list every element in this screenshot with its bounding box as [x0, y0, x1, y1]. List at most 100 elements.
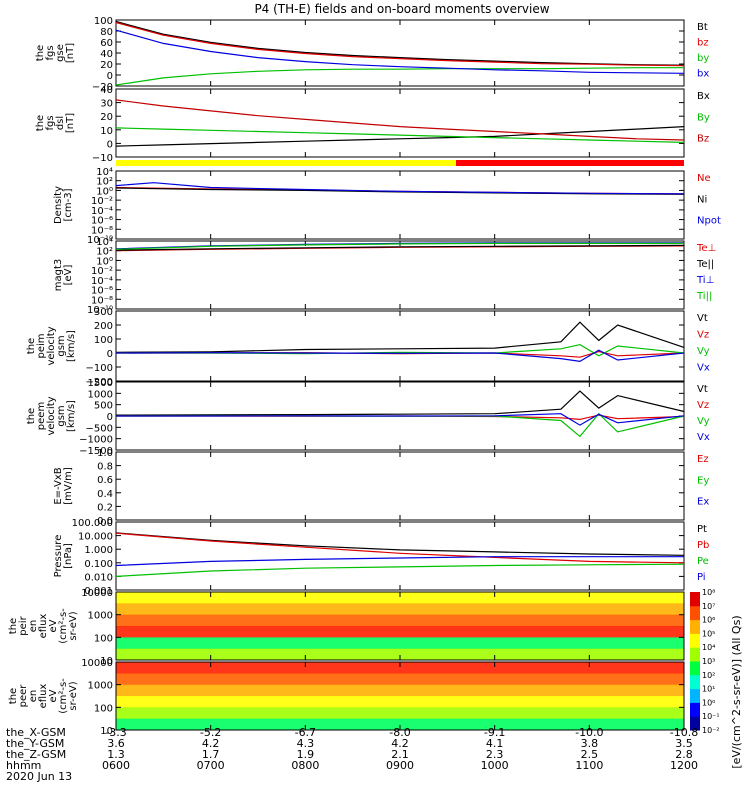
colorbar-tick-label: 10⁻²	[702, 726, 720, 735]
y-tick-label: 10	[100, 126, 113, 137]
legend-entry: Vx	[697, 363, 710, 374]
panel-fgs_dsl: 40 30 20 10 0 −10 the fgs dsl [nT] Bx By Bz	[35, 85, 710, 164]
legend-entry: Ni	[697, 194, 707, 205]
y-tick-label: 300	[94, 307, 113, 318]
colorbar-gradient	[690, 592, 700, 731]
legend-entry: Bz	[697, 134, 709, 145]
mode-bar-red	[456, 160, 684, 166]
series-line-By	[115, 127, 685, 143]
y-axis-label-line: velocity	[46, 326, 57, 365]
y-axis-label-line: [km/s]	[66, 400, 77, 432]
ephemeris-value: 2.8	[675, 748, 693, 761]
colorbar-tick-label: 10⁰	[702, 698, 715, 707]
y-axis-label: the peer en eflux eV (cm²-s-sr-eV)	[8, 678, 79, 714]
y-axis-label-line: E=-VxB	[53, 467, 64, 504]
y-axis-label-line: fgs	[45, 115, 56, 130]
spectrogram-band	[116, 673, 684, 686]
y-tick-label: 40	[100, 85, 113, 96]
y-axis-label: E=-VxB [mV/m]	[53, 467, 74, 505]
y-axis-label-line: eV	[48, 689, 59, 702]
ephemeris-value: -10.8	[670, 726, 698, 739]
y-tick-label: 100	[94, 335, 113, 346]
panel-efield: 1.0 0.8 0.6 0.4 0.2 0.0 E=-VxB [mV/m] Ez Ey Ex	[53, 448, 709, 527]
panel-frame	[115, 19, 685, 87]
ephemeris-value: -6.7	[295, 726, 316, 739]
y-axis-label-line: gsm	[56, 335, 67, 356]
y-tick-label: 10⁻²	[91, 266, 113, 277]
y-tick-label: 500	[94, 401, 113, 412]
y-tick-label: 10⁰	[96, 186, 113, 197]
colorbar-tick-label: 10¹	[702, 685, 715, 694]
y-tick-label: 0	[107, 139, 113, 150]
y-tick-label: 20	[100, 112, 113, 123]
y-tick-label: 1000	[88, 389, 113, 400]
ephemeris-columns: -3.33.61.30600-5.24.21.70700-6.74.31.908…	[102, 726, 698, 772]
y-tick-label: 10⁻⁴	[91, 276, 113, 287]
y-tick-label: 0	[107, 71, 113, 82]
spectrogram-band	[116, 696, 684, 708]
y-tick-label: 10⁻⁶	[91, 216, 113, 227]
y-tick-label: 10⁻⁴	[91, 206, 113, 217]
y-tick-label: 100	[94, 633, 113, 644]
spectrogram-band	[116, 707, 684, 720]
y-axis-label: the fgs gse [nT]	[35, 43, 76, 63]
y-tick-label: 10	[100, 726, 113, 737]
eph-z-label: the_Z-GSM	[6, 748, 66, 761]
y-axis-label-line: the	[26, 338, 37, 354]
y-tick-label: 0.8	[97, 462, 113, 473]
y-axis-label: Pressure [nPa]	[53, 535, 74, 578]
y-axis-label-line: [mV/m]	[63, 467, 74, 505]
y-axis-label-line: magt3	[53, 259, 64, 292]
colorbar-ticks: 10⁸ 10⁷ 10⁶ 10⁵ 10⁴ 10³ 10² 10¹ 10⁰ 10⁻¹ 10⁻²	[702, 588, 720, 735]
panel-frame	[115, 88, 685, 158]
legend-entry: Vx	[697, 432, 710, 443]
ephemeris-value: 0600	[102, 759, 130, 772]
ephemeris-value: 4.2	[391, 737, 409, 750]
ephemeris-value: 0900	[386, 759, 414, 772]
spectrogram-band	[116, 684, 684, 697]
legend-entry: Ez	[697, 454, 709, 465]
ephemeris-value: 2.1	[391, 748, 409, 761]
series-line-bx	[115, 29, 685, 74]
series-line-Bz	[115, 99, 685, 141]
panel-frame	[115, 310, 685, 382]
y-tick-label: 0.001	[84, 586, 113, 597]
y-tick-label: 10⁻⁶	[91, 286, 113, 297]
y-tick-label: 10⁻¹⁰	[87, 305, 113, 316]
y-tick-label: 0.2	[97, 502, 113, 513]
ephemeris-value: 1.7	[202, 748, 220, 761]
ephemeris-value: 1.9	[297, 748, 315, 761]
y-tick-label: 30	[100, 99, 113, 110]
panel-frame	[115, 521, 685, 591]
y-axis-label: the fgs dsl [nT]	[35, 113, 76, 133]
panel-peim_velocity: 300 200 100 0 −100 −200 the peim velocity gsm [km/…	[26, 307, 710, 388]
eph-x-label: the_X-GSM	[6, 726, 66, 739]
colorbar-segment	[690, 688, 700, 703]
ephemeris-value: 2.3	[486, 748, 504, 761]
y-tick-label: 100	[94, 16, 113, 27]
eph-y-label: the_Y-GSM	[6, 737, 64, 750]
colorbar-tick-label: 10²	[702, 671, 715, 680]
y-tick-label: 10⁻²	[91, 196, 113, 207]
y-axis-label-line: en	[28, 690, 39, 703]
legend-entry: Pi	[697, 572, 706, 583]
legend-entry: Ne	[697, 173, 711, 184]
y-tick-label: 10⁻⁸	[91, 225, 113, 236]
panel-pressure: 100.000 10.000 1.000 0.100 0.010 0.001 Pressur…	[53, 518, 709, 597]
legend-entry: bz	[697, 38, 709, 49]
y-tick-label: 10⁴	[96, 167, 113, 178]
spectrogram-band	[116, 718, 684, 731]
panel-frame	[115, 240, 685, 310]
eph-hhmm-label: hhmm	[6, 759, 41, 772]
ephemeris-value: 3.6	[107, 737, 125, 750]
ephemeris-value: 1000	[481, 759, 509, 772]
colorbar-tick-label: 10⁶	[702, 616, 715, 625]
y-axis-label: magt3 [eV]	[53, 259, 74, 292]
colorbar-tick-label: 10⁵	[702, 629, 715, 638]
spectrogram-band	[116, 637, 684, 650]
y-tick-label: 10⁰	[96, 256, 113, 267]
